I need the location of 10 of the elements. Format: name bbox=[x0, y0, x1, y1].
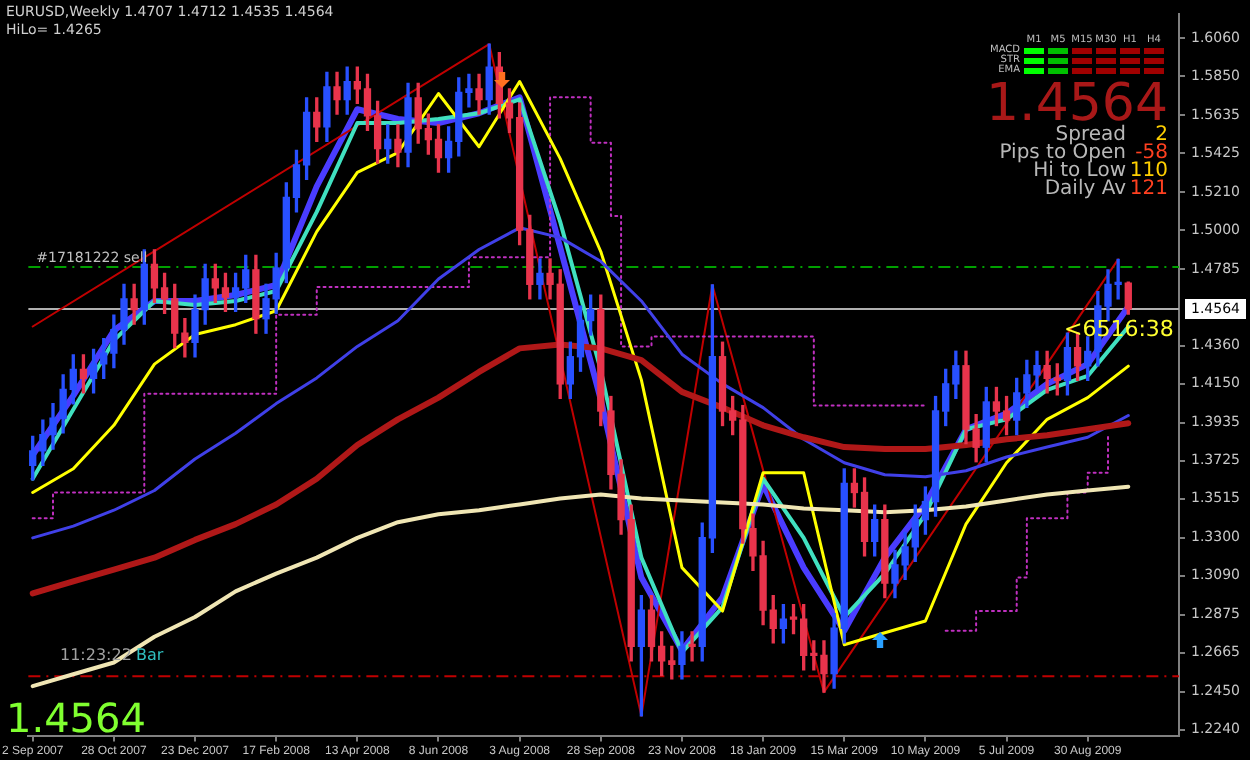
annotation: Pips to Open bbox=[999, 142, 1126, 164]
annotation: 1.4564 bbox=[6, 694, 146, 742]
annotation: 121 bbox=[1129, 178, 1168, 200]
annotation: 110 bbox=[1129, 160, 1168, 182]
annotation: Daily Av bbox=[1044, 178, 1126, 200]
annotation: 2 bbox=[1155, 124, 1168, 146]
annotation: Bar bbox=[136, 646, 164, 664]
annotation: -58 bbox=[1135, 142, 1168, 164]
annotation: Hi to Low bbox=[1033, 160, 1126, 182]
annotation: Spread bbox=[1055, 124, 1126, 146]
